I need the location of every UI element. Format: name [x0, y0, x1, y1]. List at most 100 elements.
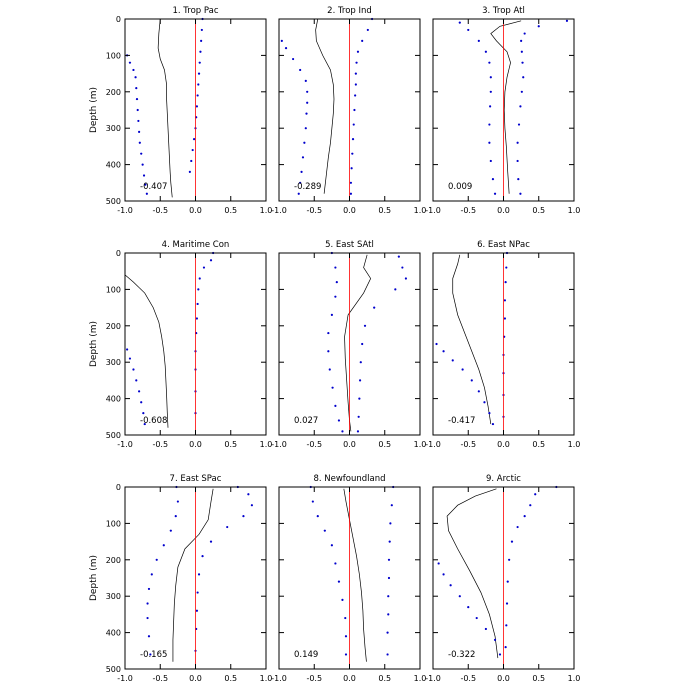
panel-1-correlation-value: -0.407 — [140, 182, 167, 192]
panel-7-series-3-point — [197, 573, 201, 576]
panel-7: -1.0 -0.5 0.0 0.5 1.0 0 100 200 300 400 500 7. East… — [89, 474, 272, 683]
panel-1-series-2-point — [199, 50, 202, 53]
panel-6-xtick-label: -1.0 — [425, 440, 441, 449]
panel-6-series-2-point — [503, 299, 507, 302]
panel-6-xtick-label: 0.5 — [532, 440, 545, 449]
panel-6-series-2-point — [505, 266, 508, 269]
panel-1: -1.0 -0.5 0.0 0.5 1.0 0 100 200 300 400 500 1. Trop… — [89, 6, 272, 215]
panel-5-series-3-point — [394, 288, 397, 291]
panel-4-xtick-label: -0.5 — [152, 440, 168, 449]
panel-7-series-3-point — [226, 525, 229, 529]
panel-1-series-1-line — [157, 18, 173, 198]
panel-1-ylabel: Depth (m) — [89, 87, 99, 133]
panel-9-series-2-point — [508, 558, 511, 561]
panel-2-series-2-point — [350, 167, 353, 170]
panel-7-series-1-line — [172, 488, 214, 662]
panel-4: -1.0 -0.5 0.0 0.5 1.0 0 100 200 300 400 500 4. Mari… — [89, 240, 272, 449]
panel-7-series-2-point — [174, 515, 177, 518]
panel-7-series-2-point — [147, 587, 151, 591]
panel-9-series-3-point — [493, 638, 497, 641]
panel-4-xtick-label: 0.0 — [189, 440, 202, 449]
panel-4-ytick-label: 100 — [106, 285, 121, 294]
panel-9: -1.0 -0.5 0.0 0.5 1.0 9. Arctic -0.322 — [425, 474, 580, 683]
panel-5-series-2-point — [341, 430, 344, 433]
panel-8-series-3-point — [389, 522, 392, 525]
panel-8-series-3-point — [387, 558, 391, 561]
panel-3-series-3-point — [517, 123, 521, 126]
panel-9-series-3-point — [458, 595, 461, 598]
panel-4-series-2-point — [197, 288, 200, 291]
panel-2-series-2-point — [349, 181, 353, 184]
panel-3-series-3-point — [516, 159, 519, 163]
panel-8-series-2-point — [341, 598, 344, 601]
panel-9-series-2-point — [505, 602, 509, 605]
panel-3-xtick-label: 1.0 — [568, 206, 581, 215]
panel-7-series-2-point — [146, 602, 149, 605]
panel-4-series-3-point — [132, 368, 135, 371]
panel-1-series-3-point — [132, 68, 135, 72]
panel-1-ytick-label: 500 — [106, 197, 121, 206]
panel-5-series-2-point — [331, 386, 334, 389]
panel-5-series-2-point — [334, 295, 337, 298]
panel-1-series-2-point — [197, 83, 200, 86]
panel-3: -1.0 -0.5 0.0 0.5 1.0 3. Trop Atl 0.009 — [425, 6, 580, 215]
panel-2-series-3-point — [292, 57, 295, 61]
panel-5-series-3-point — [357, 415, 360, 418]
panel-1-ytick-label: 100 — [106, 51, 121, 60]
panel-8-xtick-label: -0.5 — [306, 674, 322, 683]
panel-6-series-3-point — [461, 368, 464, 371]
panel-3-series-3-point — [517, 178, 520, 181]
panel-7-ytick-label: 400 — [106, 629, 121, 638]
panel-5-series-3-point — [401, 266, 404, 269]
panel-1-series-3-point — [134, 76, 137, 79]
panel-7-series-2-point — [155, 558, 158, 561]
panel-5-xtick-label: 1.0 — [414, 440, 427, 449]
panel-8-series-2-point — [344, 653, 348, 656]
panel-6-series-3-point — [477, 390, 480, 393]
panel-7-xtick-label: 1.0 — [260, 674, 273, 683]
panel-8-series-3-point — [388, 540, 391, 543]
panel-5-series-2-point — [335, 281, 338, 284]
panel-4-ytick-label: 0 — [116, 249, 121, 258]
panel-1-series-3-point — [145, 192, 148, 195]
panel-7-series-3-point — [196, 591, 199, 594]
panel-2-series-3-point — [301, 156, 305, 159]
panel-2-series-3-point — [284, 47, 288, 50]
panel-1-series-3-point — [135, 97, 139, 101]
panel-1-xtick-label: 0.5 — [224, 206, 237, 215]
panel-7-series-3-point — [250, 504, 253, 507]
panel-8-series-3-point — [387, 576, 391, 580]
panel-1-ytick-label: 300 — [106, 124, 121, 133]
panel-6-title: 6. East NPac — [477, 240, 530, 250]
panel-3-series-3-point — [516, 141, 519, 144]
panel-4-ytick-label: 500 — [106, 431, 121, 440]
panel-7-series-2-point — [169, 529, 172, 532]
panel-9-series-2-point — [534, 493, 537, 496]
panel-7-ylabel: Depth (m) — [89, 555, 99, 601]
panel-9-xtick-label: 0.0 — [497, 674, 510, 683]
panel-9-series-3-point — [437, 562, 440, 565]
panel-1-series-2-point — [197, 72, 201, 75]
panel-5-correlation-value: 0.027 — [294, 416, 318, 426]
panel-8-series-2-point — [334, 562, 337, 565]
panel-1-series-3-point — [136, 108, 139, 112]
panel-8-title: 8. Newfoundland — [313, 474, 385, 484]
panel-9-series-3-point — [484, 627, 487, 631]
panel-7-xtick-label: -0.5 — [152, 674, 168, 683]
panel-3-series-3-point — [520, 50, 523, 53]
panel-2-series-2-point — [356, 50, 360, 53]
panel-4-xtick-label: 0.5 — [224, 440, 237, 449]
panel-2-series-2-point — [353, 108, 356, 112]
panel-6-xtick-label: 0.0 — [497, 440, 510, 449]
panel-2-xtick-label: -1.0 — [271, 206, 287, 215]
panel-1-series-3-point — [128, 61, 132, 64]
panel-5-series-2-point — [337, 419, 341, 422]
panel-7-xtick-label: 0.0 — [189, 674, 202, 683]
panel-6-series-1-line — [452, 254, 492, 425]
panel-7-xtick-label: 0.5 — [224, 674, 237, 683]
panel-8-series-3-point — [386, 653, 389, 656]
panel-2-series-2-point — [366, 28, 369, 32]
panel-1-ytick-label: 400 — [106, 161, 121, 170]
panel-2-series-2-point — [355, 61, 358, 64]
panel-1-series-3-point — [141, 163, 144, 166]
